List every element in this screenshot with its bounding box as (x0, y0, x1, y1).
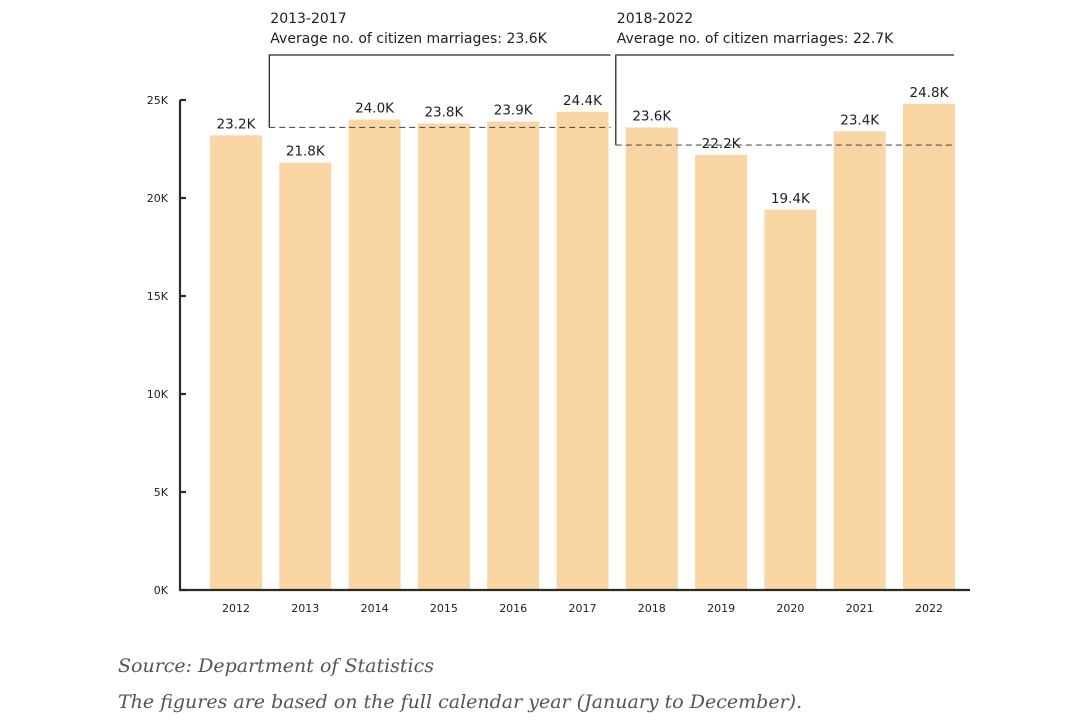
y-tick-label-5K: 5K (154, 486, 169, 499)
axes-group (178, 100, 970, 592)
bar-value-label-2017: 24.4K (563, 93, 603, 109)
bar-chart: 2013-2017 Average no. of citizen marriage… (147, 11, 970, 615)
y-tick-label-25K: 25K (147, 94, 169, 107)
bar-2020 (764, 209, 817, 590)
source-note: Source: Department of Statistics (118, 655, 435, 677)
annotation-period-2013-2017: 2013-2017 (270, 11, 346, 27)
bar-value-label-2018: 23.6K (632, 108, 672, 124)
y-tick-label-15K: 15K (147, 290, 169, 303)
bar-2019 (695, 154, 748, 590)
x-tick-label-2021: 2021 (846, 602, 874, 615)
x-ticks-group: 2012 2013 2014 2015 2016 2017 2018 2019 2020 2021… (222, 602, 943, 615)
bar-value-label-2020: 19.4K (771, 191, 811, 207)
footnote: The figures are based on the full calend… (118, 691, 803, 713)
x-tick-label-2020: 2020 (776, 602, 804, 615)
bar-value-label-2012: 23.2K (217, 116, 257, 132)
bar-value-label-2016: 23.9K (494, 103, 534, 119)
bar-value-label-2022: 24.8K (910, 85, 950, 101)
average-lines-group (269, 126, 954, 146)
bar-2016 (487, 121, 540, 590)
y-ticks-group: 0K 5K 10K 15K 20K 25K (147, 94, 186, 597)
y-tick-label-10K: 10K (147, 388, 169, 401)
bar-2013 (279, 162, 332, 590)
bar-value-label-2013: 21.8K (286, 144, 326, 160)
bar-2015 (417, 123, 470, 591)
x-tick-label-2018: 2018 (638, 602, 666, 615)
x-tick-label-2022: 2022 (915, 602, 943, 615)
chart-notes: Source: Department of Statistics The fig… (118, 648, 802, 720)
annotation-average-2018-2022: Average no. of citizen marriages: 22.7K (617, 31, 894, 47)
bar-2017 (556, 111, 609, 590)
bar-value-label-2015: 23.8K (424, 105, 464, 121)
bar-value-label-2014: 24.0K (355, 101, 395, 117)
bar-2012 (210, 135, 262, 590)
bar-2022 (903, 103, 955, 591)
annotation-bracket-2013-2017 (268, 54, 611, 128)
y-tick-label-20K: 20K (147, 192, 169, 205)
x-tick-label-2014: 2014 (361, 602, 389, 615)
annotation-average-2013-2017: Average no. of citizen marriages: 23.6K (270, 31, 547, 47)
bar-2018 (625, 127, 678, 590)
x-tick-label-2013: 2013 (291, 602, 319, 615)
x-tick-label-2019: 2019 (707, 602, 735, 615)
annotation-bracket-2018-2022 (615, 54, 954, 146)
bar-value-label-2021: 23.4K (840, 112, 880, 128)
annotation-period-2018-2022: 2018-2022 (617, 11, 693, 27)
bar-2014 (348, 119, 401, 590)
x-tick-label-2017: 2017 (569, 602, 597, 615)
x-tick-label-2015: 2015 (430, 602, 458, 615)
bar-labels-group: 23.2K 21.8K 24.0K 23.8K 23.9K 24.4K 23.6K 22.2K… (217, 85, 950, 207)
bars-group (210, 103, 955, 591)
x-tick-label-2016: 2016 (499, 602, 527, 615)
x-tick-label-2012: 2012 (222, 602, 250, 615)
annotation-brackets-group: 2013-2017 Average no. of citizen marriage… (268, 11, 954, 146)
bar-value-label-2019: 22.2K (702, 136, 742, 152)
bar-2021 (833, 131, 886, 591)
y-tick-label-0K: 0K (154, 584, 169, 597)
